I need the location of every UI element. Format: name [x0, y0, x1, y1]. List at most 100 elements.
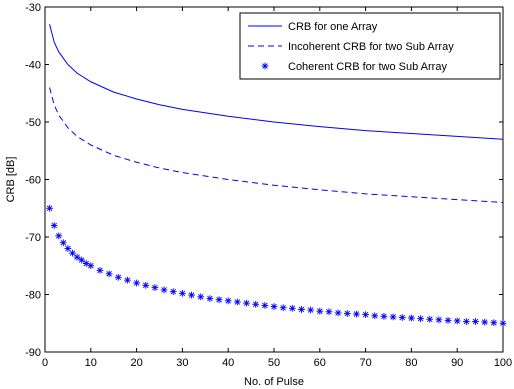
data-point-star — [453, 317, 461, 325]
marker-stroke — [408, 315, 415, 321]
marker-stroke — [65, 245, 71, 252]
x-tick-label: 30 — [176, 357, 188, 369]
marker-stroke — [142, 282, 149, 289]
data-point-star — [408, 314, 415, 322]
data-point-star — [389, 313, 397, 321]
marker-stroke — [307, 307, 314, 313]
marker-stroke — [124, 277, 131, 283]
marker-stroke — [472, 318, 479, 325]
marker-stroke — [463, 318, 470, 325]
y-tick-label: -90 — [25, 347, 41, 359]
marker-stroke — [335, 310, 341, 316]
marker-stroke — [216, 296, 222, 303]
data-point-star — [46, 204, 53, 212]
data-point-star — [169, 288, 177, 296]
data-point-star — [142, 281, 150, 289]
marker-stroke — [500, 320, 506, 327]
marker-stroke — [188, 292, 195, 298]
series-coherent-crb-markers — [46, 204, 507, 327]
marker-stroke — [353, 311, 360, 317]
data-point-star — [472, 318, 479, 325]
data-point-star — [233, 298, 241, 306]
marker-stroke — [74, 254, 80, 260]
data-point-star — [96, 266, 104, 274]
marker-stroke — [317, 308, 323, 314]
data-point-star — [197, 293, 205, 301]
marker-stroke — [55, 233, 62, 239]
data-point-star — [325, 308, 333, 316]
data-point-star — [64, 245, 72, 252]
y-tick-label: -70 — [25, 232, 41, 244]
x-tick-label: 0 — [42, 357, 48, 369]
x-tick-label: 70 — [359, 357, 371, 369]
marker-stroke — [426, 316, 433, 322]
data-point-star — [398, 314, 406, 321]
marker-stroke — [289, 305, 296, 312]
marker-stroke — [133, 280, 140, 286]
x-tick-label: 60 — [314, 357, 326, 369]
data-point-star — [73, 253, 81, 261]
marker-stroke — [399, 314, 406, 321]
marker-stroke — [170, 288, 177, 295]
data-point-star — [288, 304, 296, 312]
marker-stroke — [262, 63, 268, 69]
data-point-star — [124, 276, 131, 284]
data-point-star — [279, 304, 287, 312]
marker-stroke — [481, 319, 488, 325]
data-point-star — [261, 302, 269, 309]
y-tick-label: -30 — [25, 2, 41, 14]
data-point-star — [298, 306, 305, 313]
x-tick-label: 80 — [405, 357, 417, 369]
marker-stroke — [83, 260, 89, 267]
data-point-star — [490, 319, 498, 327]
marker-stroke — [280, 304, 286, 311]
marker-stroke — [179, 290, 186, 297]
marker-stroke — [445, 317, 451, 324]
data-point-star — [270, 303, 278, 310]
legend: CRB for one Array Incoherent CRB for two … — [239, 12, 501, 80]
y-tick-label: -40 — [25, 60, 41, 72]
marker-stroke — [78, 257, 85, 263]
data-point-star — [343, 310, 351, 317]
marker-stroke — [371, 313, 378, 319]
x-tick-label: 50 — [268, 357, 280, 369]
data-point-star — [353, 310, 360, 318]
marker-stroke — [436, 317, 442, 323]
series-crb-one-array-line — [49, 24, 504, 140]
y-tick-label: -50 — [25, 117, 41, 129]
x-tick-label: 100 — [494, 357, 512, 369]
data-point-star — [105, 270, 113, 278]
marker-stroke — [262, 302, 268, 309]
data-point-star — [50, 222, 58, 229]
marker-stroke — [271, 303, 277, 310]
marker-stroke — [243, 300, 250, 306]
legend-marker-star — [261, 62, 269, 70]
marker-stroke — [51, 222, 57, 229]
x-tick-label: 90 — [451, 357, 463, 369]
marker-stroke — [381, 313, 387, 320]
data-point-star — [59, 239, 67, 247]
data-point-star — [417, 315, 424, 323]
y-tick-label: -60 — [25, 175, 41, 187]
marker-stroke — [234, 299, 241, 305]
data-point-star — [380, 312, 388, 320]
data-point-star — [499, 319, 507, 327]
data-point-star — [224, 297, 232, 305]
marker-stroke — [207, 295, 213, 302]
data-point-star — [87, 262, 95, 270]
data-point-star — [362, 311, 369, 319]
marker-stroke — [46, 205, 53, 212]
data-point-star — [481, 318, 489, 326]
marker-stroke — [326, 308, 332, 315]
data-point-star — [444, 316, 452, 324]
marker-stroke — [106, 271, 112, 277]
x-axis-label: No. of Pulse — [244, 376, 304, 388]
x-tick-label: 10 — [85, 357, 97, 369]
marker-stroke — [97, 267, 103, 274]
marker-stroke — [344, 310, 351, 317]
marker-stroke — [69, 250, 76, 256]
data-point-star — [316, 307, 324, 315]
marker-stroke — [298, 306, 305, 313]
marker-stroke — [161, 287, 167, 293]
